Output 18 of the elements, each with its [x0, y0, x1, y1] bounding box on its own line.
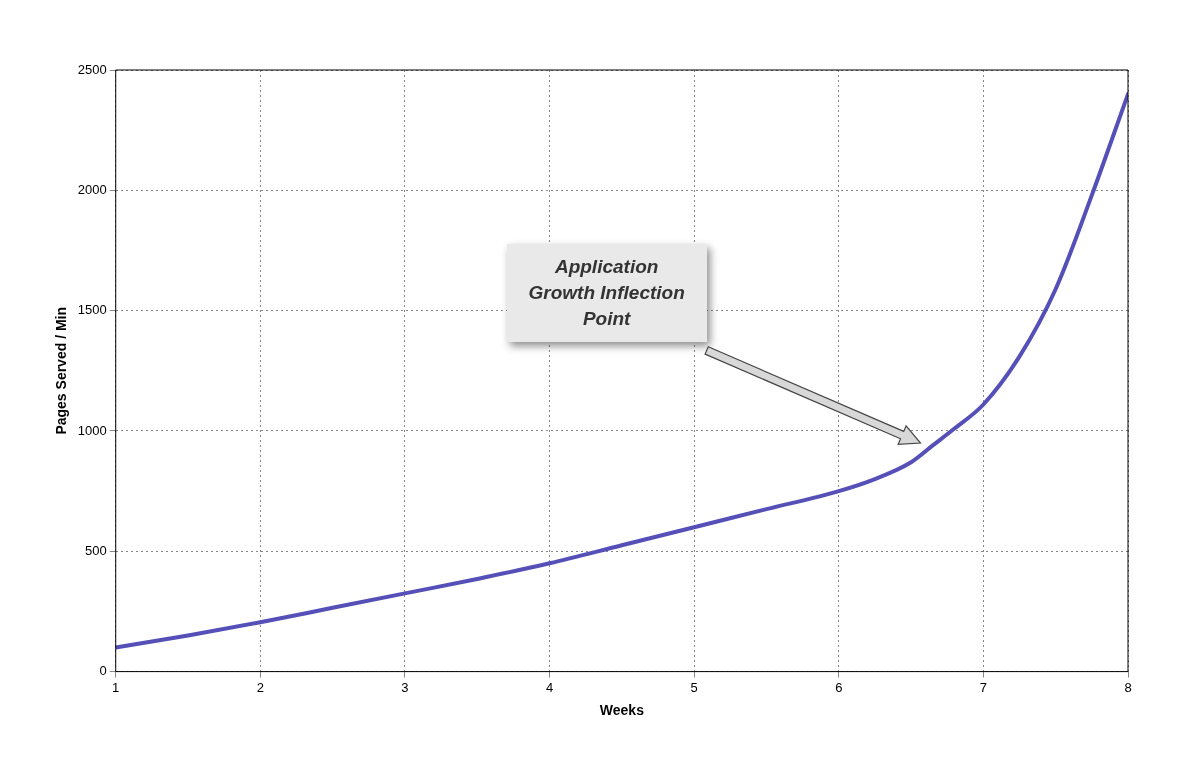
line-series [115, 92, 1128, 650]
y-tick-label: 500 [85, 542, 107, 558]
y-tick-label: 1500 [77, 302, 107, 318]
x-tick-label: 8 [1124, 679, 1132, 695]
x-axis-title: Weeks [599, 702, 645, 719]
x-tick-label: 7 [979, 679, 988, 695]
x-tick-label: 5 [690, 679, 698, 695]
annotation: Application Growth Inflection Point [506, 244, 707, 343]
x-tick-label: 6 [835, 679, 843, 695]
y-axis-title: Pages Served / Min [53, 307, 70, 435]
y-tick-label: 0 [99, 663, 107, 679]
y-tick-label: 1000 [77, 422, 107, 438]
x-tick-label: 1 [112, 679, 120, 695]
y-tick-label: 2000 [77, 181, 107, 197]
x-tick-label: 3 [401, 679, 409, 695]
x-tick-label: 4 [545, 679, 554, 695]
y-tick-label: 2500 [77, 61, 107, 77]
x-tick-label: 2 [256, 679, 264, 695]
